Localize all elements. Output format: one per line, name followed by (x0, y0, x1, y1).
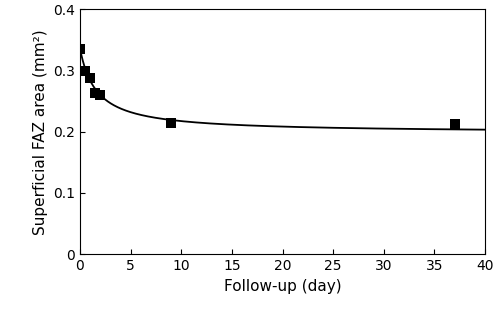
Y-axis label: Superficial FAZ area (mm²): Superficial FAZ area (mm²) (32, 29, 48, 235)
Point (81, 68, 89, 73)
Point (91, 91, 99, 96)
Point (86, 75, 94, 80)
Point (450, 122, 458, 127)
Point (96, 92, 104, 97)
Point (76, 46, 84, 51)
X-axis label: Follow-up (day): Follow-up (day) (224, 279, 342, 294)
Point (167, 120, 175, 125)
